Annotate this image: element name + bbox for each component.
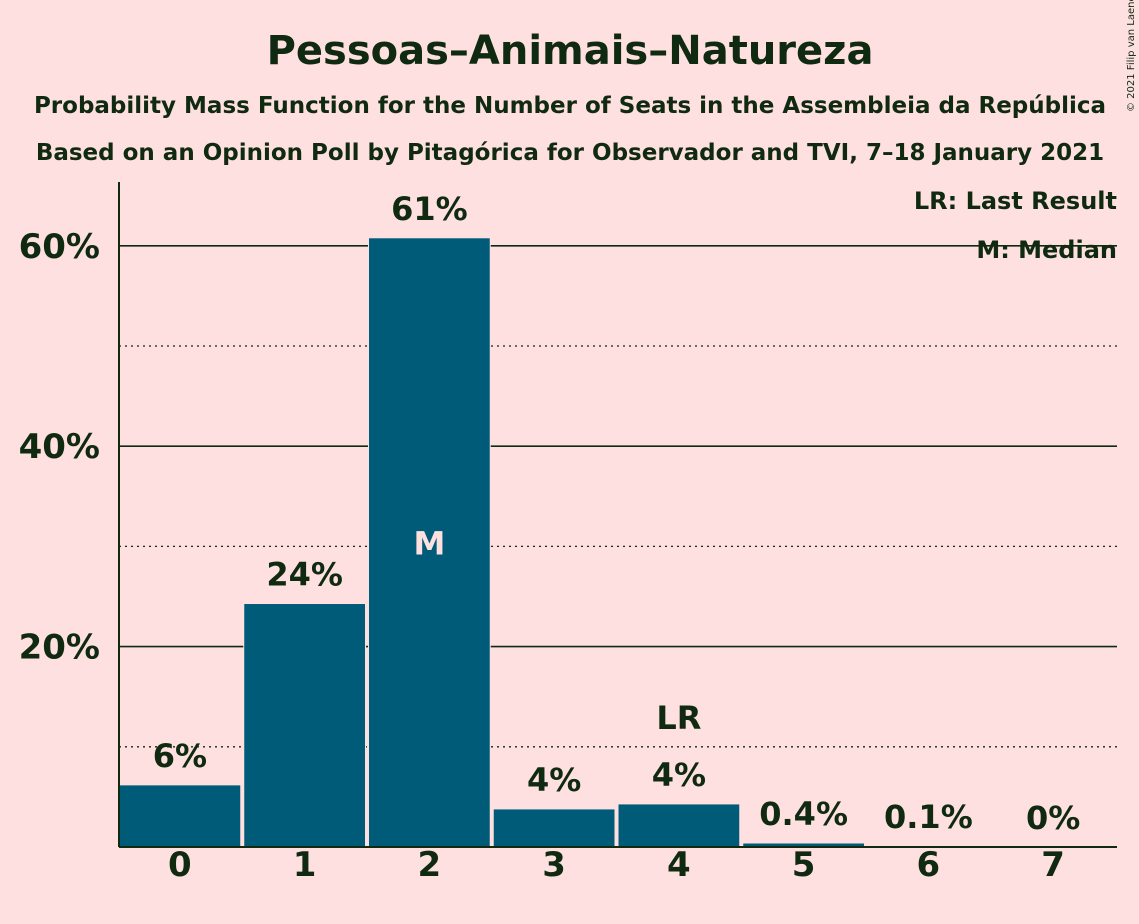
x-tick-label: 2 <box>418 845 442 885</box>
bar <box>118 784 242 848</box>
x-tick-label: 6 <box>917 845 941 885</box>
bar <box>243 603 366 848</box>
y-tick-label: 60% <box>19 227 100 267</box>
legend-median: M: Median <box>976 236 1117 264</box>
y-tick-label: 20% <box>19 628 100 668</box>
x-tick-label: 5 <box>792 845 816 885</box>
bars <box>118 237 990 848</box>
chart-subtitle-2: Based on an Opinion Poll by Pitagórica f… <box>36 140 1104 166</box>
bar-value-label: 24% <box>266 556 343 594</box>
legend-last-result: LR: Last Result <box>914 187 1117 215</box>
copyright-text: © 2021 Filip van Laenen <box>1126 0 1137 112</box>
bar-value-label: 61% <box>391 190 468 228</box>
axes: 20% 40% 60% <box>19 182 1117 848</box>
bar-value-label: 4% <box>652 756 706 794</box>
last-result-marker: LR <box>656 699 701 737</box>
bar <box>492 808 616 848</box>
median-marker: M <box>413 524 445 562</box>
y-tick-label: 40% <box>19 427 100 467</box>
bar-value-label: 0.4% <box>759 795 848 833</box>
x-tick-label: 3 <box>542 845 566 885</box>
x-tick-label: 1 <box>293 845 317 885</box>
x-tick-label: 0 <box>168 845 192 885</box>
bar-value-label: 6% <box>153 737 207 775</box>
x-tick-label: 7 <box>1041 845 1065 885</box>
bar <box>368 237 491 848</box>
chart-title: Pessoas–Animais–Natureza <box>267 28 874 74</box>
bar <box>617 803 741 848</box>
bar-value-label: 0% <box>1026 799 1080 837</box>
chart-subtitle-1: Probability Mass Function for the Number… <box>34 93 1106 119</box>
x-tick-label: 4 <box>667 845 691 885</box>
bar-value-label: 0.1% <box>884 798 973 836</box>
bar-value-label: 4% <box>527 761 581 799</box>
